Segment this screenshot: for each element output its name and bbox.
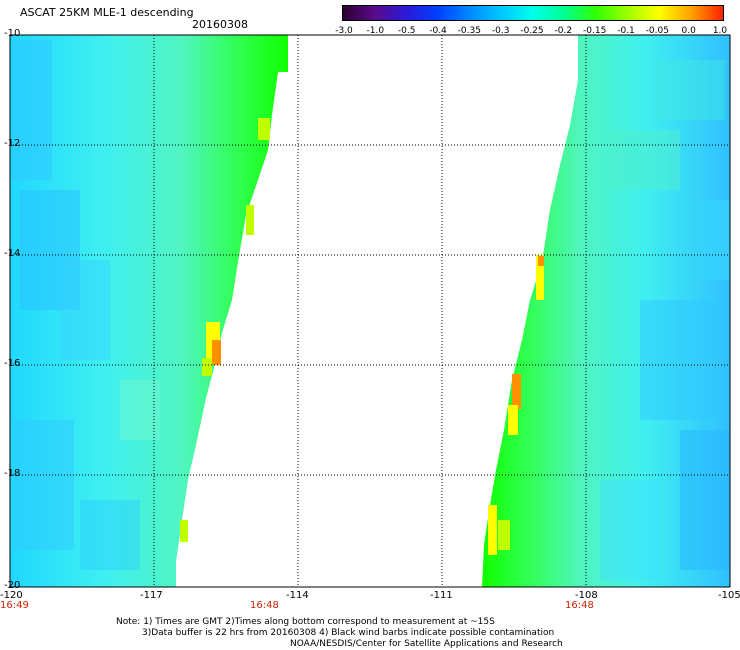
note-line-3: NOAA/NESDIS/Center for Satellite Applica… bbox=[290, 639, 563, 649]
swath-fields bbox=[10, 35, 730, 587]
wind-highlight bbox=[180, 520, 188, 542]
map-date: 20160308 bbox=[192, 18, 248, 31]
wind-cell bbox=[120, 380, 160, 440]
colorbar-label: -0.3 bbox=[491, 26, 510, 36]
colorbar-labels: -3.0 -1.0 -0.5 -0.4 -0.35 -0.3 -0.25 -0.2 -0.15-… bbox=[330, 26, 730, 38]
wind-highlight bbox=[498, 520, 510, 550]
note-line-2: 3)Data buffer is 22 hrs from 20160308 4)… bbox=[142, 628, 555, 638]
wind-cell bbox=[610, 130, 680, 190]
wind-cell bbox=[640, 300, 720, 420]
longitude-label: -111 bbox=[430, 590, 453, 601]
wind-highlight bbox=[488, 505, 497, 555]
longitude-label: -114 bbox=[286, 590, 309, 601]
wind-cell bbox=[655, 60, 725, 120]
colorbar-label: 0.0 bbox=[681, 26, 696, 36]
wind-highlight bbox=[258, 118, 270, 140]
time-label: 16:48 bbox=[565, 600, 594, 611]
latitude-label: -14 bbox=[4, 248, 21, 259]
colorbar-label: -0.15 bbox=[583, 26, 607, 36]
wind-cell bbox=[14, 420, 74, 550]
wind-highlight bbox=[246, 205, 254, 235]
note-line-1: Note: 1) Times are GMT 2)Times along bot… bbox=[116, 617, 495, 627]
latitude-label: -10 bbox=[4, 28, 21, 39]
wind-highlight bbox=[212, 340, 221, 365]
map-frame bbox=[9, 34, 731, 588]
wind-highlight bbox=[508, 405, 518, 435]
longitude-label: -105 bbox=[718, 590, 740, 601]
colorbar-label: -0.25 bbox=[520, 26, 544, 36]
latitude-label: -12 bbox=[4, 138, 21, 149]
wind-cell bbox=[680, 430, 730, 570]
wind-cell bbox=[700, 200, 730, 280]
colorbar-label: -0.05 bbox=[645, 26, 669, 36]
latitude-label: -18 bbox=[4, 468, 21, 479]
left-swath bbox=[10, 35, 288, 587]
colorbar-label: -0.2 bbox=[554, 26, 573, 36]
wind-highlight bbox=[512, 374, 521, 409]
colorbar-label: -0.4 bbox=[429, 26, 447, 36]
wind-cell bbox=[12, 40, 52, 180]
wind-highlight bbox=[202, 358, 212, 376]
colorbar bbox=[342, 5, 724, 21]
time-label: 16:49 bbox=[0, 600, 29, 611]
swath-map bbox=[9, 34, 731, 588]
longitude-label: -117 bbox=[140, 590, 163, 601]
wind-cell bbox=[60, 260, 110, 360]
wind-highlight bbox=[538, 256, 544, 266]
longitude-label: -108 bbox=[575, 590, 598, 601]
wind-cell bbox=[600, 480, 660, 580]
colorbar-label: -0.5 bbox=[397, 26, 416, 36]
map-title: ASCAT 25KM MLE-1 descending bbox=[20, 6, 194, 19]
graticule bbox=[10, 35, 730, 587]
colorbar-label: -0.1 bbox=[617, 26, 635, 36]
colorbar-label: -0.35 bbox=[457, 26, 481, 36]
time-label: 16:48 bbox=[250, 600, 279, 611]
longitude-label: -120 bbox=[0, 590, 23, 601]
colorbar-label: -1.0 bbox=[366, 26, 385, 36]
wind-highlight bbox=[536, 255, 544, 300]
latitude-label: -16 bbox=[4, 358, 21, 369]
wind-cell bbox=[80, 500, 140, 570]
colorbar-label: -3.0 bbox=[335, 26, 353, 36]
latitude-label: -20 bbox=[4, 580, 21, 591]
colorbar-label: 1.0 bbox=[712, 26, 728, 36]
wind-cell bbox=[20, 190, 80, 310]
